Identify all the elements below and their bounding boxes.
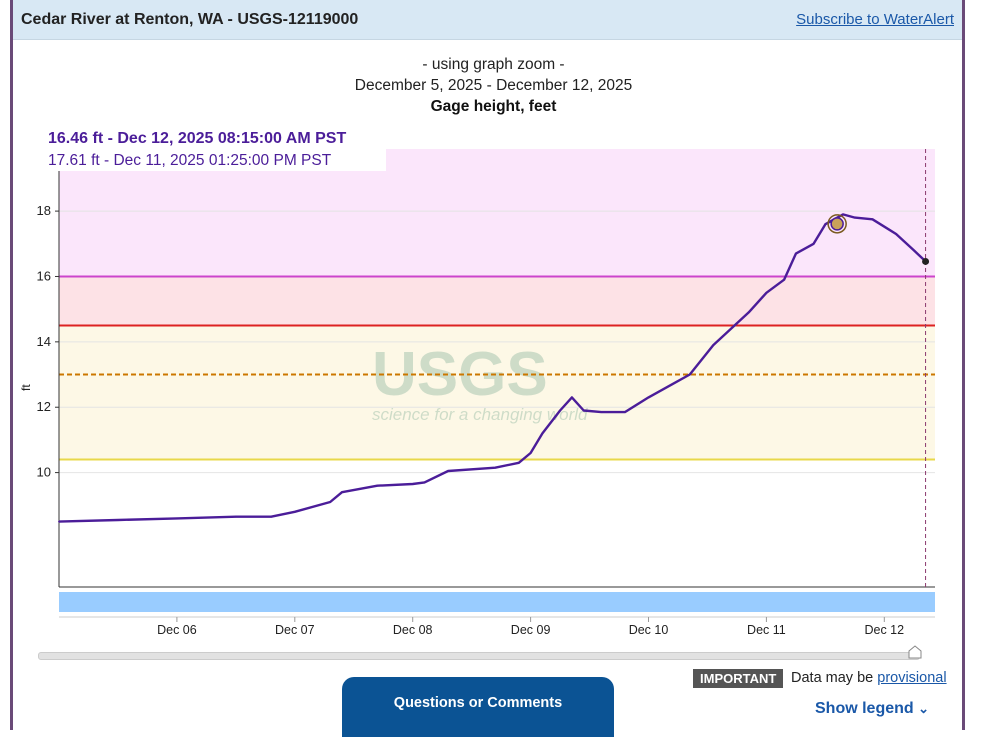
data-point-31 (824, 223, 827, 226)
y-tick-label-10: 10 (37, 465, 51, 480)
data-point-15 (541, 432, 544, 435)
usgs-watermark-tagline: science for a changing world (372, 405, 588, 424)
parameter-title: Gage height, feet (430, 98, 557, 115)
data-point-13 (517, 461, 520, 464)
zoom-slider-handle[interactable] (908, 645, 922, 659)
data-point-6 (329, 501, 332, 503)
data-point-24 (712, 344, 715, 347)
data-point-9 (411, 483, 414, 485)
data-point-2 (176, 517, 178, 520)
data-point-8 (376, 484, 379, 487)
data-point-18 (582, 409, 585, 412)
peak-marker (830, 217, 844, 231)
peak-label-background (46, 149, 386, 171)
x-tick-label-0: Dec 06 (157, 623, 197, 637)
data-point-25 (730, 327, 732, 330)
provisional-prefix: Data may be (791, 670, 874, 686)
header-bar: Cedar River at Renton, WA - USGS-1211900… (13, 0, 962, 40)
provisional-link[interactable]: provisional (877, 670, 947, 686)
data-point-34 (871, 218, 874, 221)
show-legend-label: Show legend (815, 700, 914, 717)
x-tick-label-4: Dec 10 (629, 623, 669, 637)
y-tick-label-18: 18 (37, 203, 51, 218)
threshold-band-1 (59, 276, 935, 326)
data-point-22 (671, 383, 673, 386)
data-point-27 (765, 291, 768, 294)
x-tick-label-2: Dec 08 (393, 623, 433, 637)
data-point-35 (895, 233, 897, 235)
data-point-26 (747, 311, 750, 314)
data-point-32 (842, 213, 844, 216)
data-point-5 (293, 510, 296, 513)
data-point-30 (812, 242, 815, 245)
x-tick-label-5: Dec 11 (747, 623, 786, 637)
data-point-4 (270, 515, 273, 518)
navigator-bar (59, 592, 935, 612)
data-point-29 (794, 252, 797, 255)
y-tick-label-16: 16 (37, 268, 51, 283)
chevron-down-icon: ⌄ (918, 701, 930, 716)
threshold-band-2 (59, 325, 935, 460)
data-point-3 (234, 515, 237, 518)
series-line-0 (58, 213, 927, 523)
x-tick-label-1: Dec 07 (275, 623, 315, 637)
data-point-28 (783, 278, 785, 281)
data-point-10 (423, 481, 426, 484)
latest-reading: 16.46 ft - Dec 12, 2025 08:15:00 AM PST (48, 130, 347, 147)
peak-marker-ring (827, 214, 847, 234)
y-tick-label-12: 12 (37, 399, 51, 414)
data-point-36 (912, 249, 915, 252)
data-point-16 (559, 409, 561, 412)
peak-reading: 17.61 ft - Dec 11, 2025 01:25:00 PM PST (48, 152, 332, 169)
x-tick-label-3: Dec 09 (511, 623, 551, 637)
zoom-slider-track[interactable] (38, 652, 920, 660)
important-badge: IMPORTANT (693, 669, 784, 688)
data-point-21 (647, 396, 650, 399)
data-point-7 (341, 491, 343, 494)
questions-comments-button[interactable]: Questions or Comments (342, 677, 614, 737)
data-point-1 (117, 519, 119, 521)
data-point-11 (447, 470, 449, 472)
show-legend-toggle[interactable]: Show legend ⌄ (815, 700, 929, 718)
latest-marker (922, 257, 930, 265)
y-axis-label: ft (19, 384, 33, 391)
y-tick-label-14: 14 (37, 334, 51, 349)
zoom-note: - using graph zoom - (422, 56, 565, 73)
subscribe-waterAlert-link[interactable]: Subscribe to WaterAlert (796, 11, 954, 28)
data-point-23 (688, 373, 691, 376)
data-point-20 (624, 411, 626, 414)
site-title: Cedar River at Renton, WA - USGS-1211900… (21, 11, 359, 28)
data-point-14 (529, 452, 532, 454)
data-point-33 (853, 216, 856, 219)
data-point-19 (600, 411, 603, 414)
data-point-17 (570, 396, 573, 399)
data-point-0 (58, 520, 60, 523)
x-tick-label-6: Dec 12 (864, 623, 904, 637)
date-range: December 5, 2025 - December 12, 2025 (354, 77, 633, 94)
data-point-12 (494, 466, 497, 469)
provisional-notice: Data may be provisional (791, 670, 947, 686)
